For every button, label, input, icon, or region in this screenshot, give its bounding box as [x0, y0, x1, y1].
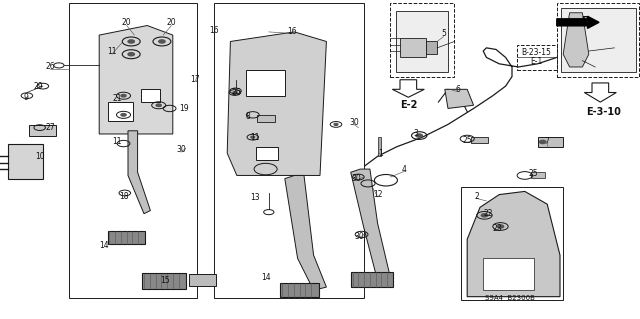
Bar [378, 137, 381, 156]
Text: B-23-15: B-23-15 [522, 48, 551, 57]
Text: 14: 14 [99, 241, 109, 250]
Text: 30: 30 [349, 118, 359, 127]
Polygon shape [563, 13, 589, 67]
Bar [531, 172, 545, 178]
Text: 13: 13 [250, 193, 260, 202]
Bar [8, 144, 43, 179]
Text: 3: 3 [413, 130, 419, 138]
Text: 11: 11 [250, 133, 259, 142]
Text: 6: 6 [455, 85, 460, 94]
Text: 2: 2 [474, 192, 479, 201]
Text: 14: 14 [260, 273, 271, 282]
Circle shape [416, 134, 422, 137]
Text: E-2: E-2 [399, 100, 417, 110]
Text: 1: 1 [378, 149, 383, 158]
Text: 9: 9 [23, 93, 28, 102]
Text: Fr.: Fr. [581, 16, 594, 26]
Bar [396, 11, 448, 72]
Bar [461, 187, 563, 300]
Bar [256, 147, 278, 160]
FancyArrow shape [557, 16, 599, 28]
Text: 20: 20 [122, 18, 132, 27]
Bar [426, 41, 437, 54]
Bar [141, 89, 160, 102]
Text: E-3-10: E-3-10 [586, 107, 621, 117]
Bar [257, 115, 275, 122]
Text: 20: 20 [166, 18, 177, 27]
Bar [108, 102, 133, 121]
Circle shape [121, 94, 126, 97]
Text: 16: 16 [287, 27, 298, 36]
Circle shape [497, 225, 504, 228]
Polygon shape [467, 191, 560, 297]
Text: 30: 30 [355, 232, 365, 241]
Polygon shape [227, 32, 326, 175]
Text: 26: 26 [45, 63, 55, 71]
Bar [483, 258, 534, 290]
Text: E-1: E-1 [530, 57, 543, 66]
Text: 16: 16 [209, 26, 220, 35]
Text: 27: 27 [45, 123, 55, 132]
Text: S9A4  B2300B: S9A4 B2300B [485, 295, 535, 301]
Text: 25: 25 [528, 169, 538, 178]
Text: 21: 21 [113, 94, 122, 103]
Text: 18: 18 [119, 192, 128, 201]
Circle shape [156, 104, 161, 107]
Bar [561, 8, 636, 72]
Bar [400, 38, 426, 57]
Circle shape [233, 92, 237, 93]
Circle shape [159, 40, 165, 43]
Circle shape [128, 53, 134, 56]
Text: 30: 30 [176, 145, 186, 154]
Bar [557, 3, 639, 77]
Polygon shape [351, 169, 390, 281]
Bar [538, 137, 563, 147]
Bar [214, 3, 364, 298]
Circle shape [128, 40, 134, 43]
Text: 30: 30 [351, 174, 362, 183]
Bar [351, 272, 393, 287]
Text: 8: 8 [246, 112, 251, 121]
Bar [246, 70, 285, 96]
Bar [189, 274, 216, 286]
Bar [517, 45, 557, 70]
Circle shape [121, 114, 126, 116]
Bar [471, 137, 488, 143]
Circle shape [251, 136, 255, 138]
Text: 29: 29 [33, 82, 44, 91]
Polygon shape [128, 131, 150, 214]
Bar [108, 231, 145, 244]
Text: 25: 25 [462, 136, 472, 145]
Text: 17: 17 [190, 75, 200, 84]
Text: 26: 26 [232, 88, 242, 97]
Circle shape [481, 214, 488, 217]
Text: 12: 12 [373, 190, 382, 199]
Polygon shape [445, 89, 474, 108]
Bar [280, 283, 319, 297]
Polygon shape [99, 26, 173, 134]
Bar [69, 3, 197, 298]
Text: 11: 11 [113, 137, 122, 146]
Circle shape [540, 140, 546, 144]
Text: 11: 11 [108, 47, 116, 56]
Text: 19: 19 [179, 104, 189, 113]
Text: 23: 23 [492, 224, 502, 233]
Text: 4: 4 [402, 165, 407, 174]
Text: 5: 5 [441, 29, 446, 38]
Bar [29, 125, 56, 136]
Text: 7: 7 [545, 137, 550, 146]
Bar [142, 273, 186, 289]
Text: 10: 10 [35, 152, 45, 161]
Polygon shape [285, 175, 326, 290]
Circle shape [334, 123, 338, 125]
Bar [390, 3, 454, 77]
Polygon shape [584, 83, 616, 102]
Text: 22: 22 [484, 209, 493, 218]
Text: 15: 15 [160, 276, 170, 285]
Polygon shape [392, 80, 424, 97]
